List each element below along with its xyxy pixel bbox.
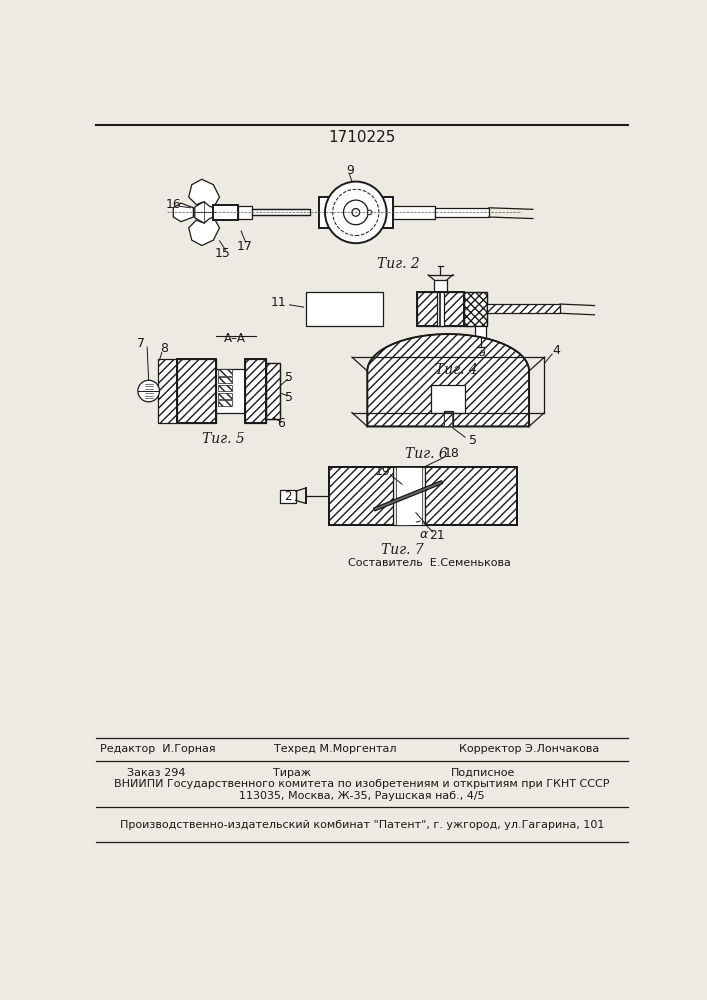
Text: 6: 6	[277, 417, 285, 430]
Text: Заказ 294: Заказ 294	[127, 768, 186, 778]
Bar	[281, 490, 296, 503]
Bar	[474, 347, 490, 358]
Text: Τиг. 4: Τиг. 4	[435, 363, 477, 377]
Text: Τиг. 2: Τиг. 2	[377, 257, 419, 271]
Bar	[218, 393, 232, 399]
Bar	[252, 209, 310, 215]
Bar	[443, 411, 452, 426]
Text: Подписное: Подписное	[450, 768, 515, 778]
Polygon shape	[189, 217, 219, 246]
Text: 11: 11	[271, 296, 286, 309]
Bar	[214, 205, 238, 220]
Text: 5: 5	[469, 434, 477, 447]
Text: 1710225: 1710225	[328, 130, 396, 145]
Text: Τиг. 7: Τиг. 7	[380, 543, 423, 557]
Text: Составитель  Е.Семенькова: Составитель Е.Семенькова	[348, 558, 510, 568]
Polygon shape	[368, 334, 529, 426]
Text: Редактор  И.Горная: Редактор И.Горная	[100, 744, 216, 754]
Polygon shape	[194, 202, 214, 223]
Bar	[329, 466, 518, 525]
Text: А–А: А–А	[224, 332, 246, 345]
Text: 17: 17	[236, 240, 252, 253]
Text: 18: 18	[444, 447, 460, 460]
Text: 19: 19	[375, 465, 390, 478]
Text: Техред М.Моргентал: Техред М.Моргентал	[274, 744, 396, 754]
Text: 16: 16	[165, 198, 181, 211]
Bar	[177, 359, 216, 423]
Bar	[218, 400, 232, 406]
Polygon shape	[189, 179, 219, 208]
Bar	[444, 412, 452, 426]
Text: α: α	[419, 528, 428, 541]
Text: 9: 9	[346, 164, 354, 177]
Bar	[177, 359, 216, 423]
Polygon shape	[173, 203, 193, 222]
Circle shape	[138, 380, 160, 402]
Circle shape	[352, 209, 360, 216]
Text: 113035, Москва, Ж-35, Раушская наб., 4/5: 113035, Москва, Ж-35, Раушская наб., 4/5	[239, 791, 485, 801]
Bar	[218, 377, 232, 383]
Bar	[267, 363, 281, 419]
Bar	[417, 292, 464, 326]
Text: 4: 4	[552, 344, 560, 358]
Polygon shape	[374, 481, 443, 511]
Bar	[238, 206, 252, 219]
Text: 8: 8	[160, 342, 168, 355]
Text: 15: 15	[215, 247, 230, 260]
Bar	[486, 304, 560, 313]
Text: 7: 7	[137, 337, 145, 350]
Circle shape	[344, 200, 368, 225]
Text: Корректор Э.Лончакова: Корректор Э.Лончакова	[459, 744, 599, 754]
Bar	[245, 359, 267, 423]
Text: Τиг. 5: Τиг. 5	[202, 432, 245, 446]
Text: Τиг. 6: Τиг. 6	[405, 447, 448, 461]
Bar	[393, 206, 435, 219]
Bar	[438, 292, 443, 326]
Text: 21: 21	[428, 529, 445, 542]
Text: 2: 2	[284, 490, 292, 503]
Bar	[319, 197, 393, 228]
Bar	[267, 363, 281, 419]
Text: 5: 5	[285, 391, 293, 404]
Bar	[396, 466, 422, 525]
Bar	[435, 208, 489, 217]
Bar	[464, 292, 486, 326]
Bar	[218, 385, 232, 391]
Bar	[434, 280, 447, 292]
Bar	[464, 292, 486, 326]
Text: Тираж: Тираж	[273, 768, 311, 778]
Bar	[393, 466, 425, 525]
Text: 5: 5	[285, 371, 293, 384]
Text: ВНИИПИ Государственного комитета по изобретениям и открытиям при ГКНТ СССР: ВНИИПИ Государственного комитета по изоб…	[115, 779, 609, 789]
Bar	[486, 304, 560, 313]
Circle shape	[325, 182, 387, 243]
Bar	[218, 369, 232, 376]
Bar	[158, 359, 177, 423]
Bar	[475, 326, 486, 338]
Bar	[417, 292, 464, 326]
Circle shape	[368, 210, 372, 215]
Text: a: a	[479, 348, 486, 358]
Bar	[245, 359, 267, 423]
Bar	[431, 385, 465, 413]
Bar	[329, 466, 518, 525]
Bar	[305, 292, 382, 326]
Text: Производственно-издательский комбинат "Патент", г. ужгород, ул.Гагарина, 101: Производственно-издательский комбинат "П…	[119, 820, 604, 830]
Bar	[216, 369, 245, 413]
